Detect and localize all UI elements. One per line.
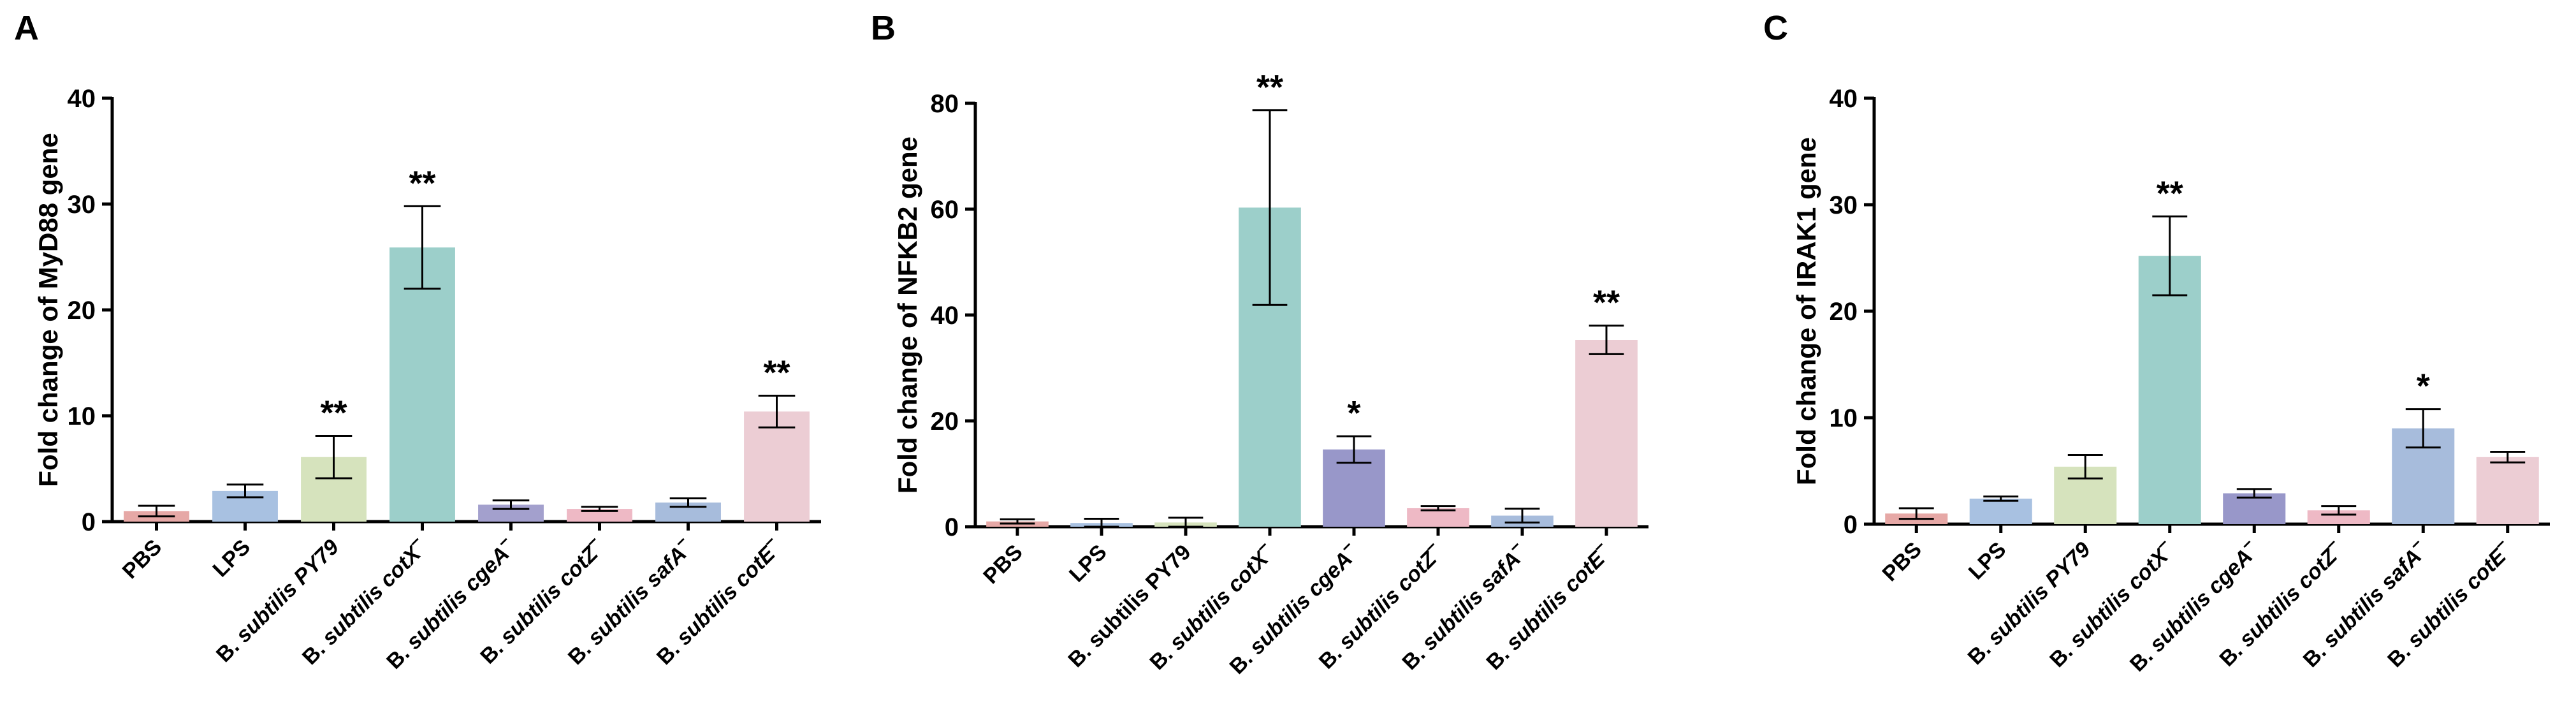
error-bar: [669, 497, 707, 508]
x-tick-label: PBS: [118, 535, 166, 583]
significance-label: **: [2157, 174, 2183, 212]
error-bar: [1084, 518, 1119, 528]
y-tick-label: 10: [1830, 404, 1858, 432]
x-tick-label: LPS: [1065, 540, 1112, 587]
bar: [567, 509, 632, 522]
y-tick-label: 0: [945, 513, 959, 541]
y-tick-label: 20: [1830, 298, 1858, 326]
panel-letter: B: [871, 9, 896, 47]
x-tick-label: PBS: [979, 540, 1027, 589]
error-bar: [1336, 435, 1372, 464]
significance-label: **: [1593, 284, 1620, 322]
significance-label: **: [763, 353, 790, 392]
x-tick-label: PBS: [1878, 538, 1926, 586]
error-bar: [1898, 507, 1934, 520]
significance-label: **: [409, 164, 435, 202]
y-tick-label: 0: [1844, 511, 1858, 539]
error-bar: [492, 499, 530, 510]
y-tick-label: 40: [68, 85, 96, 113]
error-bar: [315, 435, 353, 480]
error-bar: [2490, 450, 2526, 464]
label-prefix: PBS: [118, 535, 166, 583]
bar: [744, 411, 810, 522]
error-bar: [1983, 495, 2019, 502]
label-prefix: LPS: [208, 535, 256, 582]
error-bar: [2405, 408, 2441, 449]
error-bar: [138, 504, 175, 518]
chart-panel-b: B Fold change of NFKB2 gene 0 20 40 60 80 PBS LP…: [871, 9, 1648, 679]
x-tick-label: LPS: [1964, 538, 2011, 585]
error-bar: [1420, 505, 1456, 511]
error-bar: [1168, 517, 1204, 528]
y-tick-label: 10: [68, 402, 96, 430]
bar: [389, 247, 455, 522]
significance-label: *: [2417, 367, 2430, 406]
y-tick-label: 30: [1830, 191, 1858, 219]
error-bar: [1252, 109, 1288, 306]
y-tick-label: 40: [1830, 85, 1858, 113]
panel-letter: C: [1763, 9, 1788, 47]
error-bar: [1000, 518, 1035, 525]
bar: [2138, 256, 2201, 524]
error-bar: [2321, 505, 2357, 516]
bar: [1575, 340, 1638, 527]
significance-label: **: [320, 394, 347, 432]
bar: [1407, 508, 1469, 527]
chart-panel-c: C Fold change of IRAK1 gene 0 10 20 30 40 PBS LP…: [1763, 9, 2550, 677]
y-tick-label: 30: [68, 191, 96, 219]
y-tick-label: 60: [931, 196, 959, 224]
error-bar: [758, 394, 796, 429]
y-tick-label: 0: [82, 508, 96, 536]
y-axis-label: Fold change of IRAK1 gene: [1791, 137, 1821, 485]
y-tick-label: 80: [931, 90, 959, 118]
error-bar: [226, 483, 264, 499]
error-bar: [2152, 215, 2188, 297]
error-bar: [581, 506, 618, 512]
bar: [1969, 498, 2032, 524]
x-tick-label: LPS: [208, 535, 256, 582]
error-bar: [404, 205, 441, 290]
panel-letter: A: [14, 9, 39, 47]
significance-label: **: [1256, 68, 1283, 106]
error-bar: [2067, 453, 2103, 480]
y-tick-label: 20: [68, 297, 96, 325]
label-prefix: PBS: [1878, 538, 1926, 586]
error-bar: [1589, 325, 1624, 355]
label-prefix: PBS: [979, 540, 1027, 589]
y-axis-label: Fold change of NFKB2 gene: [892, 136, 922, 494]
error-bar: [2236, 488, 2272, 499]
y-tick-label: 40: [931, 302, 959, 330]
error-bar: [1504, 508, 1540, 524]
label-prefix: LPS: [1065, 540, 1112, 587]
y-tick-label: 20: [931, 407, 959, 436]
chart-panel-a: A Fold change of MyD88 gene 0 10 20 30 40 PBS LP…: [14, 9, 821, 674]
bar: [2476, 457, 2539, 524]
y-axis-label: Fold change of MyD88 gene: [33, 133, 63, 487]
significance-label: *: [1347, 394, 1360, 432]
label-prefix: LPS: [1964, 538, 2011, 585]
